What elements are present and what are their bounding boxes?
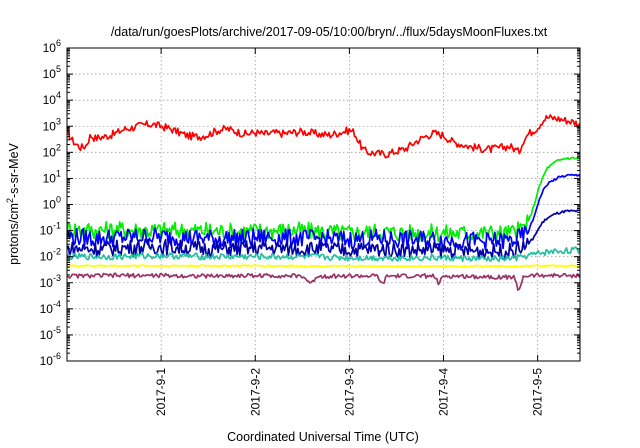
y-tick-label: 10-6 [40,351,61,368]
y-tick-exponent: 6 [56,38,61,48]
series-line [66,173,581,251]
y-tick-label: 106 [43,38,61,55]
y-tick-base: 10 [40,354,54,368]
y-tick-exponent: -6 [53,351,61,361]
y-tick-base: 10 [43,41,57,55]
x-axis-label: Coordinated Universal Time (UTC) [227,430,419,444]
y-tick-exponent: -3 [53,273,61,283]
y-tick-exponent: -2 [53,247,61,257]
y-tick-exponent: -4 [53,299,61,309]
y-tick-label: 101 [43,168,61,185]
y-tick-label: 10-3 [40,273,61,290]
y-tick-exponent: -5 [53,325,61,335]
y-tick-exponent: 5 [56,64,61,74]
grid [67,48,580,361]
y-tick-base: 10 [40,224,54,238]
y-tick-label: 103 [43,116,61,133]
y-tick-base: 10 [40,250,54,264]
y-tick-exponent: 3 [56,116,61,126]
y-tick-exponent: 4 [56,90,61,100]
y-tick-exponent: 0 [56,195,61,205]
y-tick-label: 105 [43,64,61,81]
y-tick-base: 10 [40,302,54,316]
y-tick-base: 10 [43,119,57,133]
y-tick-base: 10 [43,93,57,107]
y-axis-ticks: 10-610-510-410-310-210-11001011021031041… [40,38,580,368]
y-tick-base: 10 [43,145,57,159]
x-tick-label: 2017-9-5 [531,368,545,416]
x-tick-label: 2017-9-1 [154,368,168,416]
x-tick-label: 2017-9-3 [342,368,356,416]
y-axis-label: protons/cm2-s-sr-MeV [5,142,21,264]
y-tick-exponent: -1 [53,221,61,231]
y-tick-label: 10-5 [40,325,61,342]
y-tick-label: 100 [43,195,61,212]
y-tick-label: 10-1 [40,221,61,238]
x-tick-label: 2017-9-2 [248,368,262,416]
chart-title: /data/run/goesPlots/archive/2017-09-05/1… [111,25,548,39]
y-tick-label: 104 [43,90,61,107]
y-tick-label: 10-4 [40,299,61,316]
y-tick-base: 10 [43,198,57,212]
series-line [66,114,581,159]
y-tick-base: 10 [40,328,54,342]
series-layer [66,114,581,291]
y-tick-label: 102 [43,142,61,159]
series-line [66,272,581,291]
x-axis-ticks: 2017-9-1 2017-9-2 2017-9-3 2017-9-4 2017-9-5 [154,48,545,416]
y-tick-base: 10 [43,67,57,81]
y-tick-exponent: 1 [56,168,61,178]
y-tick-exponent: 2 [56,142,61,152]
series-line [66,264,581,268]
y-tick-label: 10-2 [40,247,61,264]
series-line [66,246,581,263]
x-tick-label: 2017-9-4 [437,368,451,416]
y-tick-base: 10 [40,276,54,290]
y-tick-base: 10 [43,171,57,185]
series-line [66,209,581,260]
